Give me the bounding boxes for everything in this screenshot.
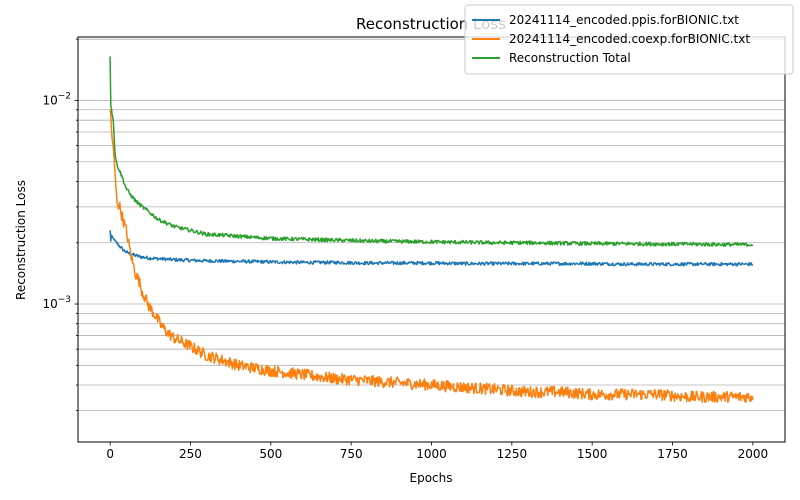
x-tick-label: 750: [340, 447, 363, 461]
x-tick-label: 1000: [416, 447, 447, 461]
y-tick-label-base: 10: [42, 93, 57, 107]
legend-label: Reconstruction Total: [509, 51, 631, 65]
series-line: [109, 56, 754, 248]
y-tick-label: 10−3: [42, 295, 71, 311]
series-layer: [109, 56, 754, 404]
y-axis: 10−310−2: [42, 38, 78, 411]
legend-label: 20241114_encoded.ppis.forBIONIC.txt: [509, 13, 739, 27]
y-tick-label-exponent: −3: [58, 295, 71, 305]
y-tick-label-exponent: −2: [58, 91, 71, 101]
x-tick-label: 250: [179, 447, 202, 461]
y-axis-label: Reconstruction Loss: [14, 180, 28, 300]
x-tick-label: 1250: [497, 447, 528, 461]
grid-lines: [78, 38, 785, 411]
x-tick-label: 500: [259, 447, 282, 461]
y-tick-label-base: 10: [42, 297, 57, 311]
x-tick-label: 0: [106, 447, 114, 461]
x-axis: 0 250 500 750 1000 1250 1500 1750 2000: [106, 442, 768, 461]
series-line: [109, 109, 754, 404]
x-tick-label: 2000: [738, 447, 769, 461]
legend-label: 20241114_encoded.coexp.forBIONIC.txt: [509, 32, 750, 46]
x-tick-label: 1500: [577, 447, 608, 461]
y-tick-label: 10−2: [42, 91, 71, 107]
x-tick-label: 1750: [657, 447, 688, 461]
legend-frame: [464, 4, 794, 75]
legend: 20241114_encoded.ppis.forBIONIC.txt 20241…: [464, 4, 794, 75]
x-axis-label: Epochs: [410, 471, 453, 485]
series-line: [109, 230, 754, 267]
